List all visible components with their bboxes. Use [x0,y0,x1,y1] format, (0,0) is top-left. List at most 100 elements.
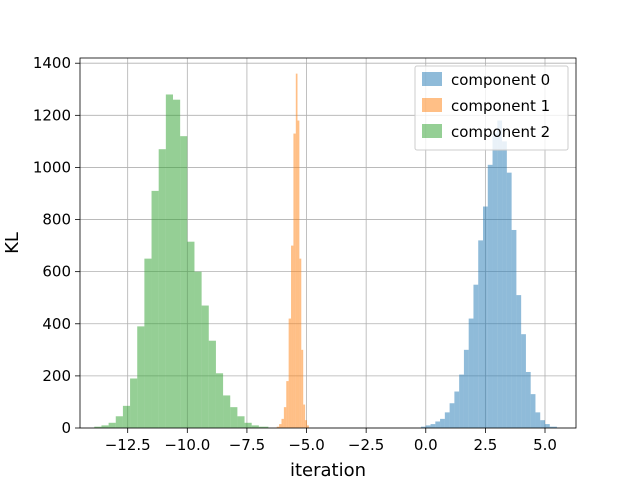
x-tick-label: −5.0 [288,436,324,454]
histogram-bar [468,318,474,428]
histogram-bar [444,412,450,428]
x-axis-label: iteration [290,460,366,480]
x-tick-label: −10.0 [164,436,210,454]
histogram-bar [215,373,224,428]
y-tick-label: 1200 [33,106,71,124]
histogram-bar [173,99,181,429]
histogram-bar [540,420,545,428]
histogram-bar [251,425,259,428]
histogram-bar [506,172,512,428]
histogram-bar [258,426,269,428]
histogram-bar [283,407,287,428]
histogram-bar [194,271,202,428]
histogram-bar [158,149,166,428]
histogram-bar [430,424,436,428]
x-tick-label: −12.5 [105,436,151,454]
x-tick-label: 5.0 [533,436,557,454]
histogram-bar [549,426,557,428]
legend-swatch [422,98,442,112]
histogram-bar [208,340,216,428]
histogram-bar [122,405,131,428]
series-2-bars [94,94,269,429]
histogram-bar [530,394,536,428]
histogram-bar [137,326,145,428]
histogram-bar [244,422,252,428]
histogram-bar [305,420,308,428]
histogram-bar [511,229,517,428]
histogram-bar [521,334,526,428]
x-tick-label: 0.0 [414,436,438,454]
legend-box [414,65,569,151]
histogram-bar [187,241,195,428]
histogram-bar [288,318,292,428]
histogram-bar [545,424,550,428]
histogram-bar [478,240,483,428]
histogram-bar [516,295,522,428]
histogram-bar [463,349,469,428]
histogram-bar [535,412,541,428]
histogram-bar [440,418,445,428]
histogram-bar [435,421,441,428]
histogram-bar [303,404,306,428]
histogram-bar [449,403,455,428]
x-tick-label: 2.5 [473,436,497,454]
histogram-bar [454,391,460,428]
x-tick-label: −7.5 [229,436,265,454]
series-1-bars [276,73,309,429]
histogram-bar [165,94,173,428]
histogram-bar [487,164,493,428]
histogram-bar [286,381,289,428]
y-tick-label: 800 [42,211,71,229]
histogram-bar [293,133,296,428]
histogram-bar [144,258,152,428]
y-axis-label: KL [2,232,23,254]
histogram-bar [299,258,302,428]
x-tick-label: −2.5 [348,436,384,454]
histogram-bar [279,424,282,428]
histogram-bar [301,349,304,428]
histogram-bar [115,416,123,428]
histogram-bar [180,136,188,429]
histogram-bar [502,141,507,428]
histogram-bar [459,374,464,428]
legend: component 0 component 1 component 2 [414,65,569,151]
histogram-bars [94,73,557,429]
histogram-bar [201,305,209,428]
histogram-bar [281,418,284,428]
histogram-bar [295,73,298,429]
histogram-bar [130,378,138,428]
histogram-bar [483,206,488,428]
legend-swatch [422,124,442,138]
histogram-bar [297,120,300,428]
x-axis-ticks: −12.5 −10.0 −7.5 −5.0 −2.5 0.0 2.5 5.0 [105,428,557,454]
y-tick-label: 200 [42,367,71,385]
legend-label: component 0 [451,71,550,89]
legend-label: component 2 [451,123,550,141]
legend-label: component 1 [451,97,550,115]
histogram-bar [276,426,280,428]
histogram-bar [237,416,245,428]
histogram-bar [421,426,426,428]
histogram-bar [230,407,238,428]
y-tick-label: 600 [42,263,71,281]
histogram-bar [425,425,431,428]
histogram-bar [307,425,309,428]
histogram-bar [291,245,294,428]
histogram-bar [492,133,498,428]
histogram-bar [151,190,159,428]
histogram-bar [525,371,531,428]
series-0-bars [421,120,557,428]
y-tick-label: 1400 [33,54,71,72]
histogram-bar [108,422,116,428]
histogram-bar [473,284,479,428]
y-tick-label: 0 [61,419,71,437]
histogram-bar [101,425,109,428]
y-tick-label: 1000 [33,158,71,176]
legend-swatch [422,72,442,86]
histogram-bar [223,395,231,428]
plot-frame [79,57,577,429]
y-axis-ticks: 0 200 400 600 800 1000 1200 1400 [33,54,80,437]
histogram-bar [497,120,503,428]
histogram-bar [94,426,102,428]
